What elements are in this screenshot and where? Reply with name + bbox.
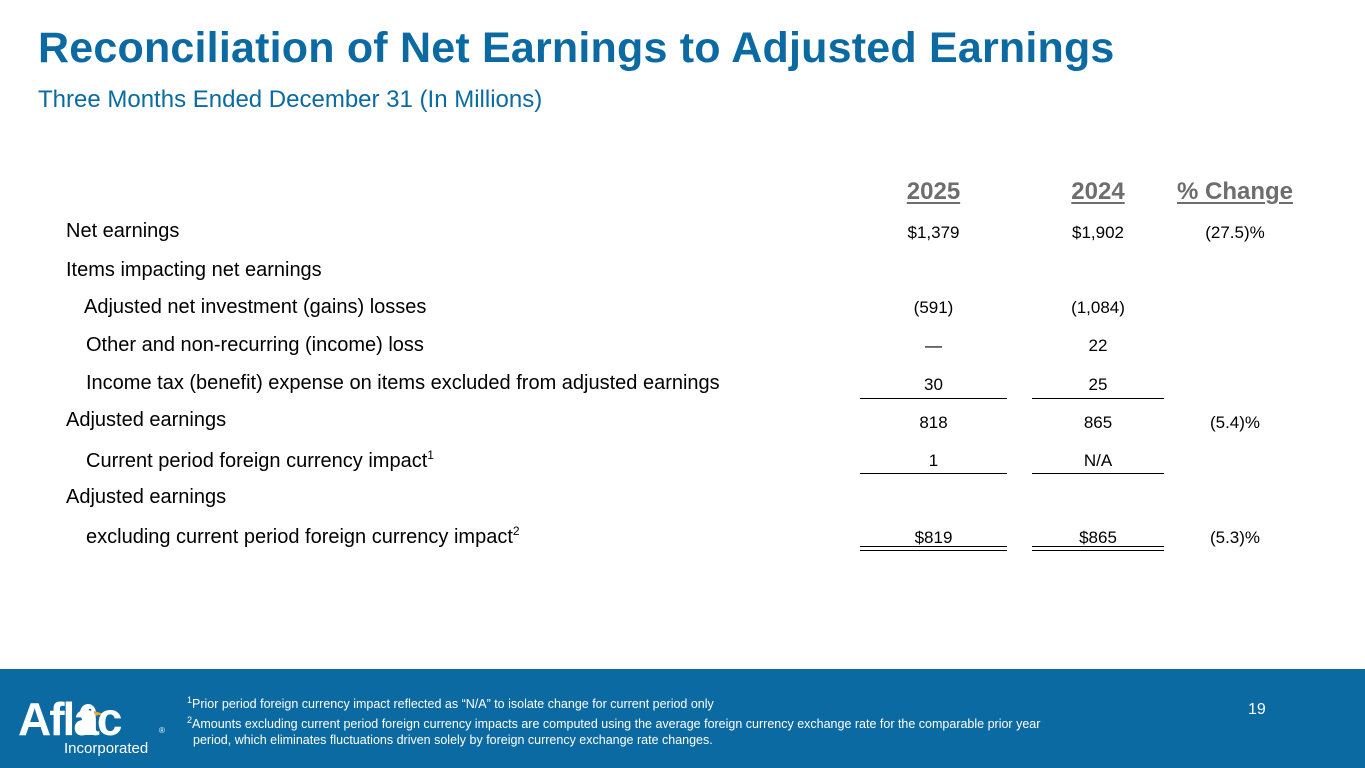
row-label-net-earnings: Net earnings <box>66 220 180 242</box>
aflac-logo: Aflac ® Incorporated <box>18 693 165 757</box>
footnote-marker: 2 <box>512 524 520 538</box>
subtotal-rule <box>860 398 1007 399</box>
cell-other-nonrecurring-2025: — <box>925 336 942 355</box>
footnote-2: 2Amounts excluding current period foreig… <box>187 715 1041 731</box>
column-header-2024: 2024 <box>1071 178 1125 205</box>
footnotes: 1Prior period foreign currency impact re… <box>187 692 1040 748</box>
cell-net-earnings-2025: $1,379 <box>907 223 960 242</box>
cell-fx-impact-2024: N/A <box>1083 451 1113 470</box>
column-header-2025: 2025 <box>906 178 961 205</box>
cell-adjusted-earnings-2024: 865 <box>1083 413 1113 432</box>
subtotal-rule <box>1032 398 1164 399</box>
row-label-items-impacting: Items impacting net earnings <box>66 259 322 281</box>
row-label-income-tax: Income tax (benefit) expense on items ex… <box>86 372 720 394</box>
row-label-other-nonrecurring: Other and non-recurring (income) loss <box>86 334 424 356</box>
cell-excluding-fx-2025: $819 <box>914 528 953 547</box>
page-subtitle: Three Months Ended December 31 (In Milli… <box>38 86 543 113</box>
cell-investment-gains-2025: (591) <box>913 298 954 317</box>
row-label-adjusted-earnings: Adjusted earnings <box>66 409 227 431</box>
cell-fx-impact-2025: 1 <box>928 451 939 470</box>
total-double-rule <box>860 546 1007 551</box>
footnote-2-continued: period, which eliminates fluctuations dr… <box>193 733 713 747</box>
registered-mark: ® <box>159 726 165 735</box>
total-double-rule <box>1032 546 1164 551</box>
subtotal-rule <box>860 473 1007 474</box>
cell-net-earnings-change: (27.5)% <box>1205 223 1265 242</box>
row-label-adjusted-earnings-ex: Adjusted earnings <box>66 486 227 508</box>
cell-excluding-fx-2024: $865 <box>1079 528 1117 547</box>
cell-other-nonrecurring-2024: 22 <box>1088 336 1108 355</box>
cell-excluding-fx-change: (5.3)% <box>1209 528 1261 547</box>
subtotal-rule <box>1032 473 1164 474</box>
cell-adjusted-earnings-change: (5.4)% <box>1209 413 1261 432</box>
duck-icon <box>80 704 104 735</box>
cell-income-tax-2024: 25 <box>1088 375 1108 394</box>
cell-income-tax-2025: 30 <box>924 375 943 394</box>
logo-wordmark: Aflac <box>18 693 122 745</box>
cell-investment-gains-2024: (1,084) <box>1071 298 1125 317</box>
cell-net-earnings-2024: $1,902 <box>1072 223 1124 242</box>
row-label-fx-impact: Current period foreign currency impact1 <box>86 448 434 472</box>
row-label-investment-gains: Adjusted net investment (gains) losses <box>84 296 427 318</box>
footer-bar: Aflac ® Incorporated 1Prior period forei… <box>0 669 1365 768</box>
footnote-marker: 1 <box>427 448 434 462</box>
cell-adjusted-earnings-2025: 818 <box>919 413 948 432</box>
page-title: Reconciliation of Net Earnings to Adjust… <box>38 24 1115 72</box>
column-header-change: % Change <box>1176 178 1293 205</box>
footnote-1: 1Prior period foreign currency impact re… <box>187 695 714 711</box>
row-label-excluding-fx: excluding current period foreign currenc… <box>86 524 520 548</box>
logo-subtitle: Incorporated <box>64 740 148 757</box>
page-number: 19 <box>1248 701 1266 718</box>
